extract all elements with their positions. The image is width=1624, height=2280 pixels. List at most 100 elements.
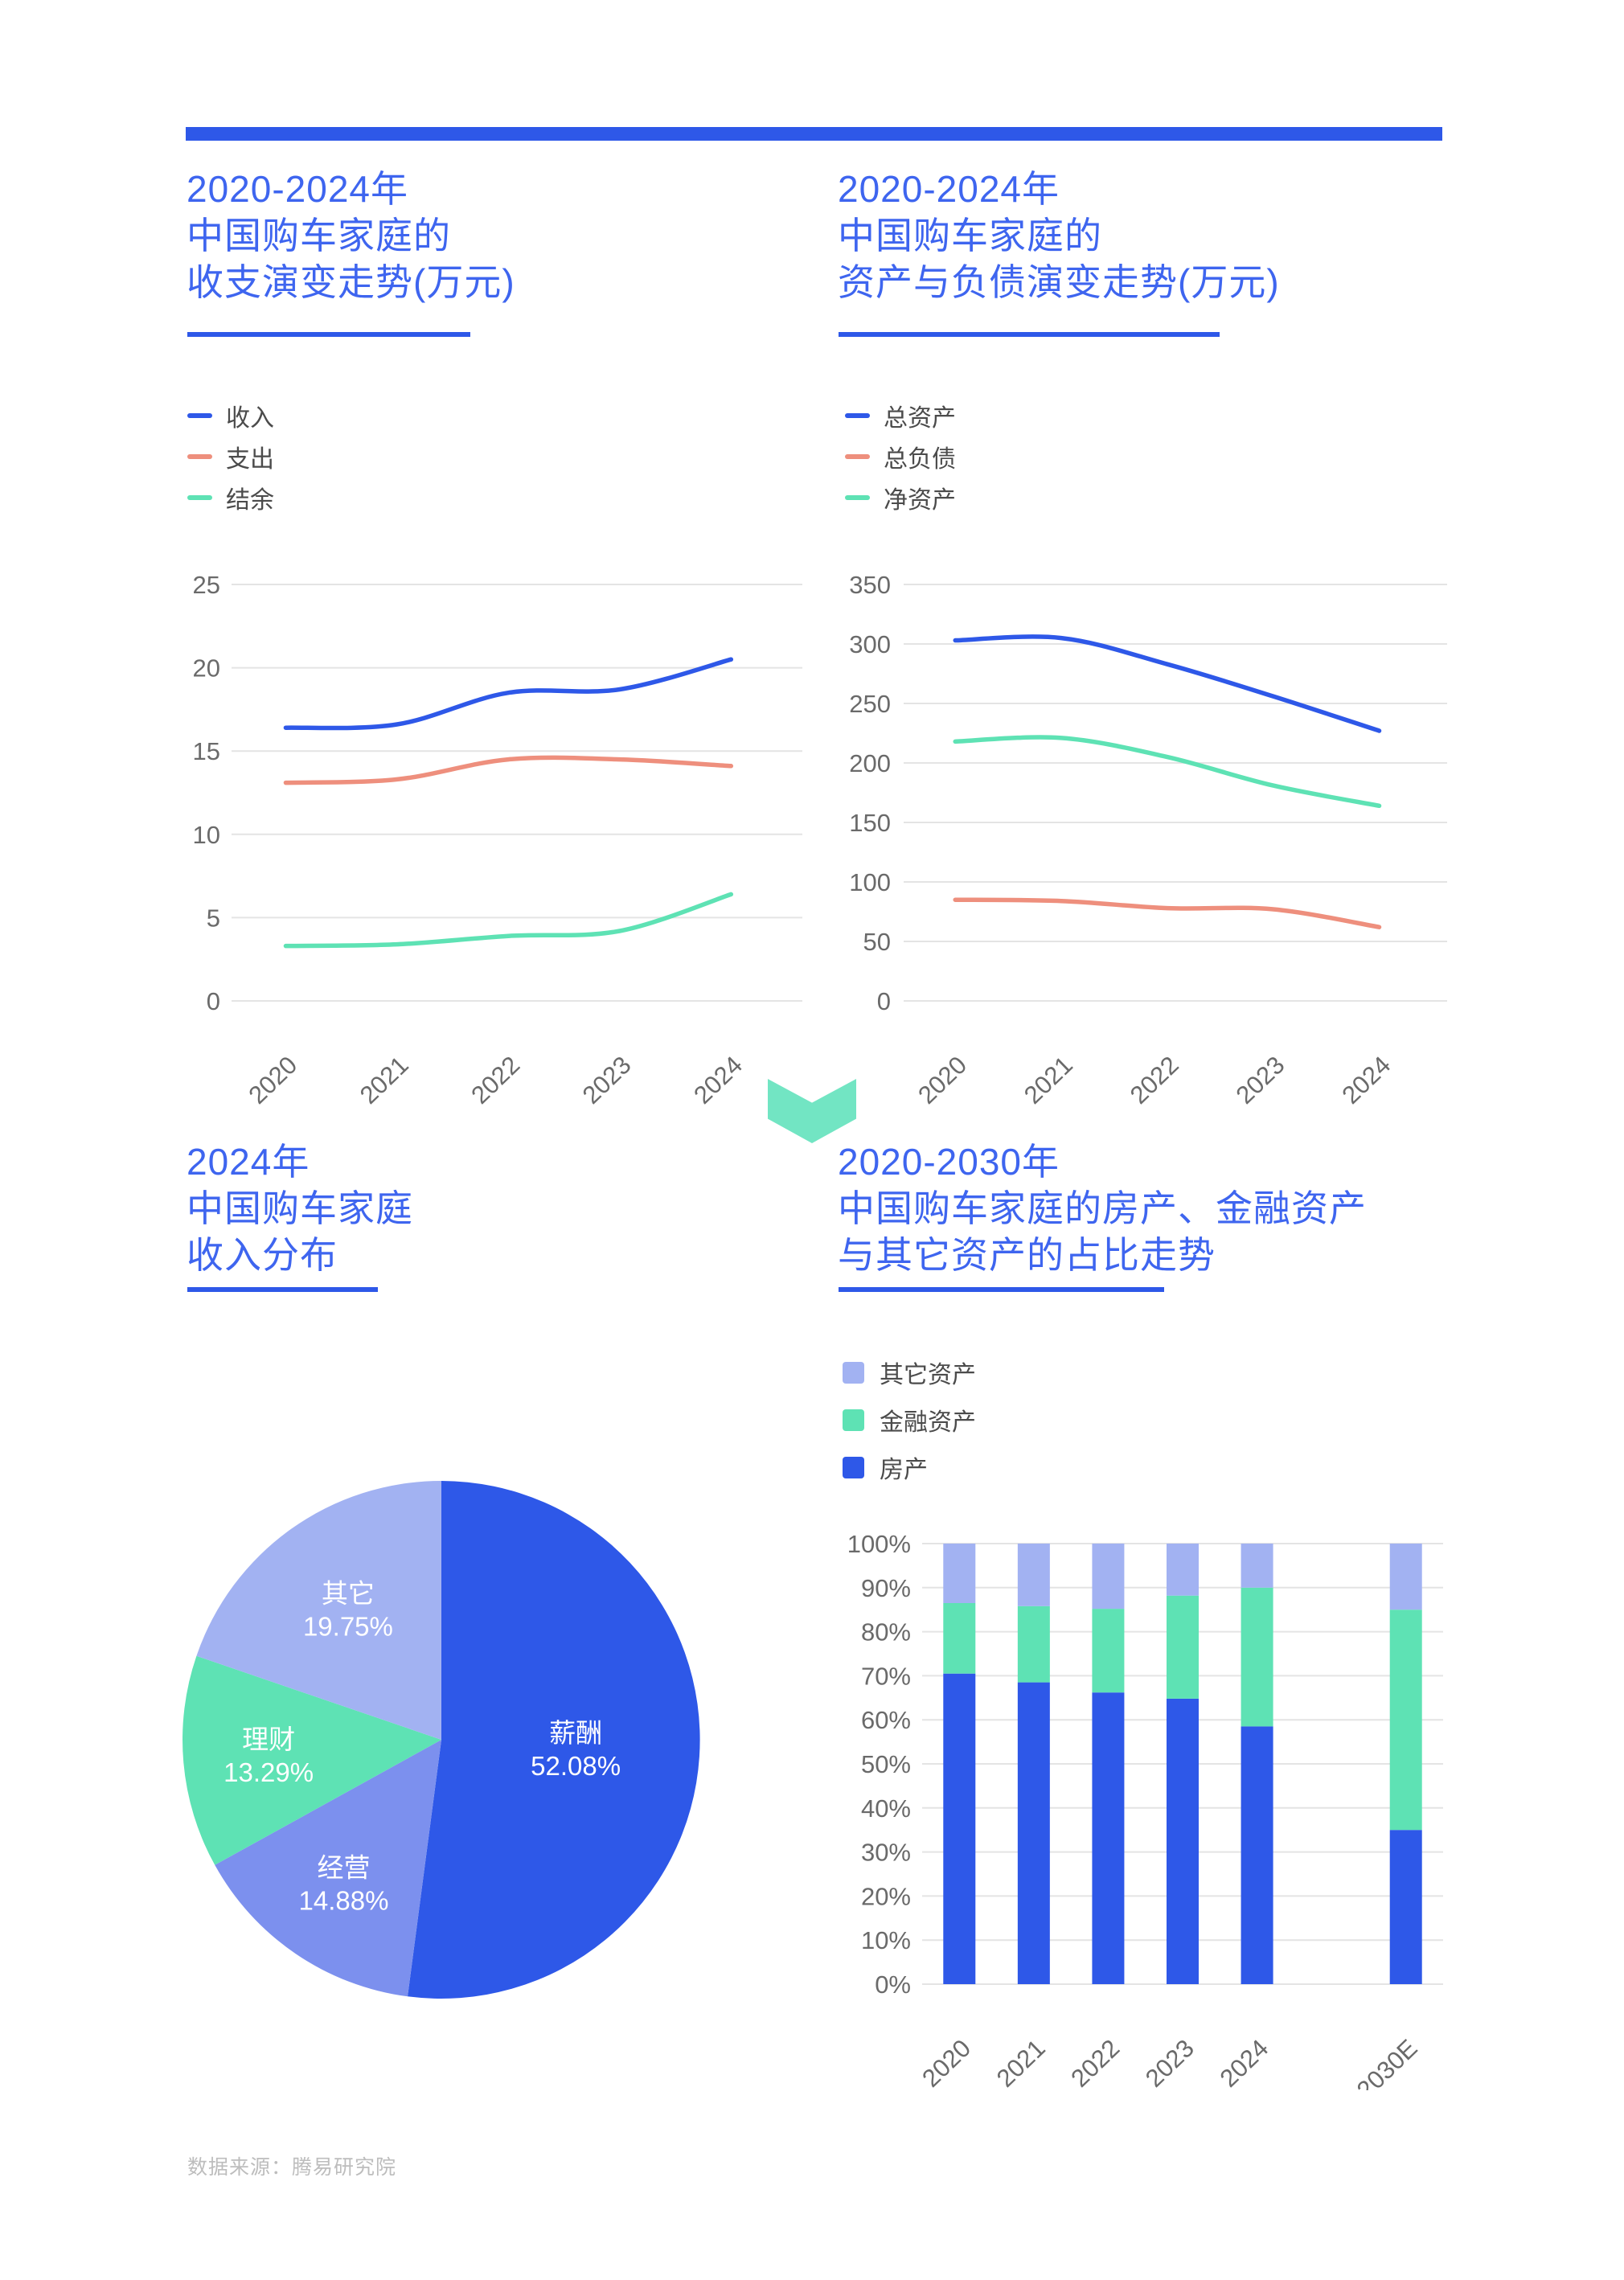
legend-item: 房产 (843, 1454, 976, 1483)
title-underline (187, 1287, 378, 1292)
svg-text:2020: 2020 (912, 1051, 972, 1109)
line-chart-income-expense: 0 5 10 15 20 25 2020 2021 2022 2023 2024 (193, 571, 802, 1109)
chart-title-line: 收入分布 (187, 1234, 338, 1276)
legend-label: 总负债 (884, 446, 956, 473)
source-note: 数据来源：腾易研究院 (187, 2156, 397, 2179)
svg-text:2020: 2020 (917, 2034, 976, 2090)
chart-title-line: 中国购车家庭的 (838, 215, 1102, 256)
chart-title-asset-mix: 2020-2030年 中国购车家庭的房产、金融资产 与其它资产的占比走势 (838, 1138, 1367, 1278)
chart-title-income-distribution: 2024年 中国购车家庭 收入分布 (187, 1138, 413, 1278)
legend-square-swatch (843, 1456, 864, 1478)
svg-text:30%: 30% (861, 1839, 911, 1867)
legend-label: 收入 (226, 405, 274, 432)
legend-item: 其它资产 (843, 1359, 976, 1388)
legend-item: 结余 (187, 484, 274, 514)
title-underline (839, 332, 1220, 337)
chart-title-assets-liabilities: 2020-2024年 中国购车家庭的 资产与负债演变走势(万元) (838, 166, 1280, 306)
legend-square-swatch (843, 1361, 864, 1384)
chart-title-line: 2020-2030年 (838, 1141, 1060, 1183)
svg-text:其它: 其它 (322, 1579, 375, 1609)
legend-label: 金融资产 (880, 1409, 976, 1436)
legend-label: 净资产 (884, 487, 956, 514)
legend-label: 支出 (226, 446, 274, 473)
chart-title-line: 收支演变走势(万元) (187, 261, 515, 303)
svg-text:0: 0 (877, 987, 891, 1015)
svg-text:20%: 20% (861, 1882, 911, 1910)
svg-text:100%: 100% (847, 1530, 911, 1558)
line-chart-assets-liabilities: 0 50 100 150 200 250 300 350 2020 2021 2022 2023 202… (849, 571, 1447, 1109)
title-underline (839, 1287, 1164, 1292)
legend-line-swatch (187, 495, 212, 500)
svg-text:2024: 2024 (1336, 1051, 1396, 1109)
svg-text:200: 200 (849, 749, 891, 777)
svg-text:2030E: 2030E (1351, 2034, 1423, 2090)
svg-text:2022: 2022 (1125, 1051, 1184, 1109)
chart-title-line: 中国购车家庭的 (187, 215, 451, 256)
chart-title-line: 2020-2024年 (187, 168, 408, 210)
svg-text:350: 350 (849, 571, 891, 599)
legend-item: 收入 (187, 402, 274, 432)
svg-text:14.88%: 14.88% (299, 1885, 389, 1915)
svg-text:50%: 50% (861, 1750, 911, 1778)
legend-line-swatch (187, 413, 212, 418)
svg-text:0: 0 (207, 987, 220, 1015)
svg-text:15: 15 (193, 737, 220, 765)
top-accent-bar (186, 127, 1442, 141)
legend-line-swatch (845, 413, 870, 418)
svg-text:13.29%: 13.29% (224, 1757, 314, 1787)
svg-text:0%: 0% (875, 1970, 911, 1999)
legend-label: 总资产 (884, 405, 956, 432)
svg-text:10: 10 (193, 821, 220, 849)
legend-asset-mix: 其它资产 金融资产 房产 (843, 1359, 976, 1495)
svg-text:2021: 2021 (355, 1051, 414, 1109)
svg-text:80%: 80% (861, 1618, 911, 1646)
svg-text:100: 100 (849, 868, 891, 896)
stacked-bar-chart-asset-mix: 0% 10% 20% 30% 40% 50% 60% 70% 80% 90% 100% 2020 202… (847, 1530, 1443, 2090)
legend-item: 支出 (187, 443, 274, 473)
svg-text:150: 150 (849, 809, 891, 837)
legend-item: 总资产 (845, 402, 956, 432)
chevron-down-icon (768, 1079, 856, 1143)
svg-text:2023: 2023 (1231, 1051, 1290, 1109)
svg-text:理财: 理财 (242, 1724, 295, 1754)
svg-text:20: 20 (193, 654, 220, 683)
chart-title-line: 与其它资产的占比走势 (838, 1234, 1216, 1276)
legend-item: 金融资产 (843, 1406, 976, 1436)
legend-line-swatch (187, 454, 212, 459)
svg-text:250: 250 (849, 690, 891, 718)
chart-title-line: 中国购车家庭的房产、金融资产 (838, 1187, 1367, 1229)
legend-item: 总负债 (845, 443, 956, 473)
svg-text:2023: 2023 (577, 1051, 637, 1109)
legend-assets-liabilities: 总资产 总负债 净资产 (845, 402, 956, 525)
svg-text:300: 300 (849, 630, 891, 658)
svg-text:19.75%: 19.75% (303, 1612, 393, 1642)
svg-text:50: 50 (863, 928, 891, 956)
title-underline (187, 332, 470, 337)
chart-title-line: 2020-2024年 (838, 168, 1060, 210)
svg-text:25: 25 (193, 571, 220, 599)
svg-text:10%: 10% (861, 1926, 911, 1954)
legend-label: 结余 (226, 487, 274, 514)
svg-text:70%: 70% (861, 1662, 911, 1690)
svg-text:薪酬: 薪酬 (549, 1718, 602, 1748)
chart-title-line: 资产与负债演变走势(万元) (838, 261, 1280, 303)
svg-text:90%: 90% (861, 1574, 911, 1602)
svg-text:2023: 2023 (1140, 2034, 1200, 2090)
chart-title-line: 2024年 (187, 1141, 310, 1183)
svg-text:2024: 2024 (688, 1051, 748, 1109)
svg-text:40%: 40% (861, 1794, 911, 1823)
svg-text:2022: 2022 (1065, 2034, 1125, 2090)
chart-title-income-expense: 2020-2024年 中国购车家庭的 收支演变走势(万元) (187, 166, 515, 306)
svg-text:2021: 2021 (991, 2034, 1051, 2090)
legend-item: 净资产 (845, 484, 956, 514)
legend-label: 其它资产 (880, 1362, 976, 1388)
legend-label: 房产 (880, 1457, 928, 1483)
chart-title-line: 中国购车家庭 (187, 1187, 413, 1229)
svg-text:经营: 经营 (318, 1852, 371, 1882)
legend-line-swatch (845, 495, 870, 500)
svg-text:2021: 2021 (1019, 1051, 1078, 1109)
legend-line-swatch (845, 454, 870, 459)
svg-text:52.08%: 52.08% (531, 1751, 621, 1781)
svg-text:60%: 60% (861, 1706, 911, 1734)
